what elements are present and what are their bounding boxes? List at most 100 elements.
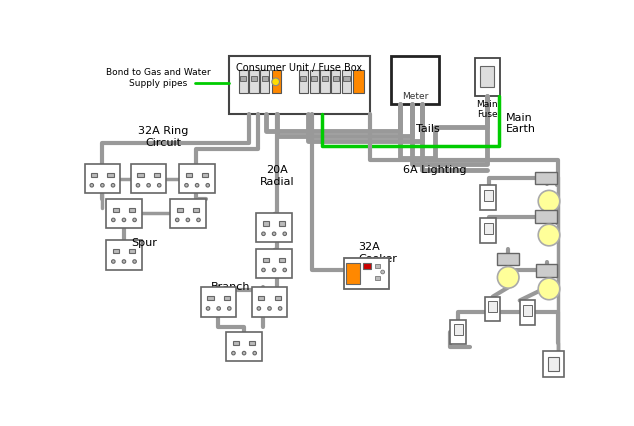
Bar (363, 263, 371, 269)
Bar (299, 71, 308, 94)
Text: Main
Fuse: Main Fuse (477, 100, 498, 119)
Bar (535, 211, 557, 223)
Circle shape (112, 260, 115, 264)
Bar (347, 263, 360, 285)
Circle shape (147, 184, 150, 187)
Bar (240, 77, 247, 82)
Bar (226, 332, 262, 362)
Text: Spur: Spur (131, 238, 157, 248)
Bar (251, 77, 257, 82)
Circle shape (217, 307, 221, 311)
Bar (207, 296, 214, 301)
Circle shape (195, 184, 199, 187)
Text: Consumer Unit / Fuse Box: Consumer Unit / Fuse Box (236, 63, 363, 72)
Bar (186, 173, 192, 178)
Bar (107, 241, 141, 270)
Bar (275, 296, 281, 301)
Bar (107, 199, 141, 229)
Bar (301, 77, 306, 82)
Circle shape (538, 191, 560, 213)
Circle shape (273, 268, 276, 272)
Text: Tails: Tails (416, 124, 439, 134)
Circle shape (228, 307, 231, 311)
Bar (129, 250, 135, 254)
Text: 32A Ring
Circuit: 32A Ring Circuit (138, 126, 188, 147)
Circle shape (283, 233, 287, 236)
Bar (485, 297, 500, 322)
Bar (193, 208, 199, 213)
Bar (85, 165, 120, 194)
Bar (488, 302, 498, 313)
Circle shape (101, 184, 104, 187)
Bar (107, 173, 113, 178)
Bar (262, 77, 268, 82)
Circle shape (272, 79, 280, 86)
Bar (279, 258, 285, 262)
Text: 32A
Cooker: 32A Cooker (358, 242, 397, 263)
Circle shape (111, 184, 115, 187)
Bar (475, 59, 500, 97)
Bar (453, 325, 463, 336)
Bar (450, 320, 466, 345)
Bar (481, 186, 496, 210)
Text: Bond to Gas and Water
Supply pipes: Bond to Gas and Water Supply pipes (105, 68, 210, 87)
Bar (129, 208, 135, 213)
Circle shape (253, 351, 257, 355)
Bar (230, 57, 370, 115)
Bar (202, 173, 209, 178)
Bar (523, 305, 532, 317)
Circle shape (498, 267, 519, 288)
Bar (333, 77, 339, 82)
Bar (543, 351, 564, 377)
Circle shape (283, 268, 287, 272)
Circle shape (231, 351, 235, 355)
Bar (272, 71, 281, 94)
Bar (170, 199, 205, 229)
Bar (233, 341, 239, 345)
Text: 6A Lighting: 6A Lighting (403, 165, 467, 175)
Bar (249, 341, 256, 345)
Bar (263, 258, 269, 262)
Bar (279, 222, 285, 226)
Text: Meter: Meter (402, 92, 428, 101)
Circle shape (538, 225, 560, 246)
Circle shape (157, 184, 161, 187)
Bar (131, 165, 166, 194)
Bar (344, 77, 349, 82)
Bar (481, 219, 496, 243)
Bar (535, 173, 557, 185)
Bar (138, 173, 143, 178)
Circle shape (262, 233, 265, 236)
Circle shape (242, 351, 246, 355)
Bar (311, 77, 317, 82)
Bar (342, 71, 351, 94)
Circle shape (381, 271, 385, 274)
Circle shape (278, 307, 282, 311)
Bar (375, 276, 380, 280)
Bar (322, 77, 328, 82)
Bar (256, 249, 292, 279)
Bar (256, 213, 292, 242)
Bar (498, 253, 519, 265)
Bar (375, 265, 380, 268)
Text: Branch: Branch (211, 282, 250, 291)
Circle shape (186, 219, 190, 222)
Bar (224, 296, 230, 301)
Bar (249, 71, 259, 94)
Circle shape (273, 233, 276, 236)
Bar (177, 208, 183, 213)
Circle shape (122, 219, 126, 222)
Bar (344, 259, 389, 289)
Circle shape (268, 307, 271, 311)
Circle shape (197, 219, 200, 222)
Bar (331, 71, 340, 94)
Bar (263, 222, 269, 226)
Bar (91, 173, 98, 178)
Circle shape (206, 184, 209, 187)
Bar (309, 71, 319, 94)
Bar (320, 71, 330, 94)
Bar (391, 57, 439, 105)
Bar (520, 301, 535, 325)
Circle shape (184, 184, 188, 187)
Bar (238, 71, 248, 94)
